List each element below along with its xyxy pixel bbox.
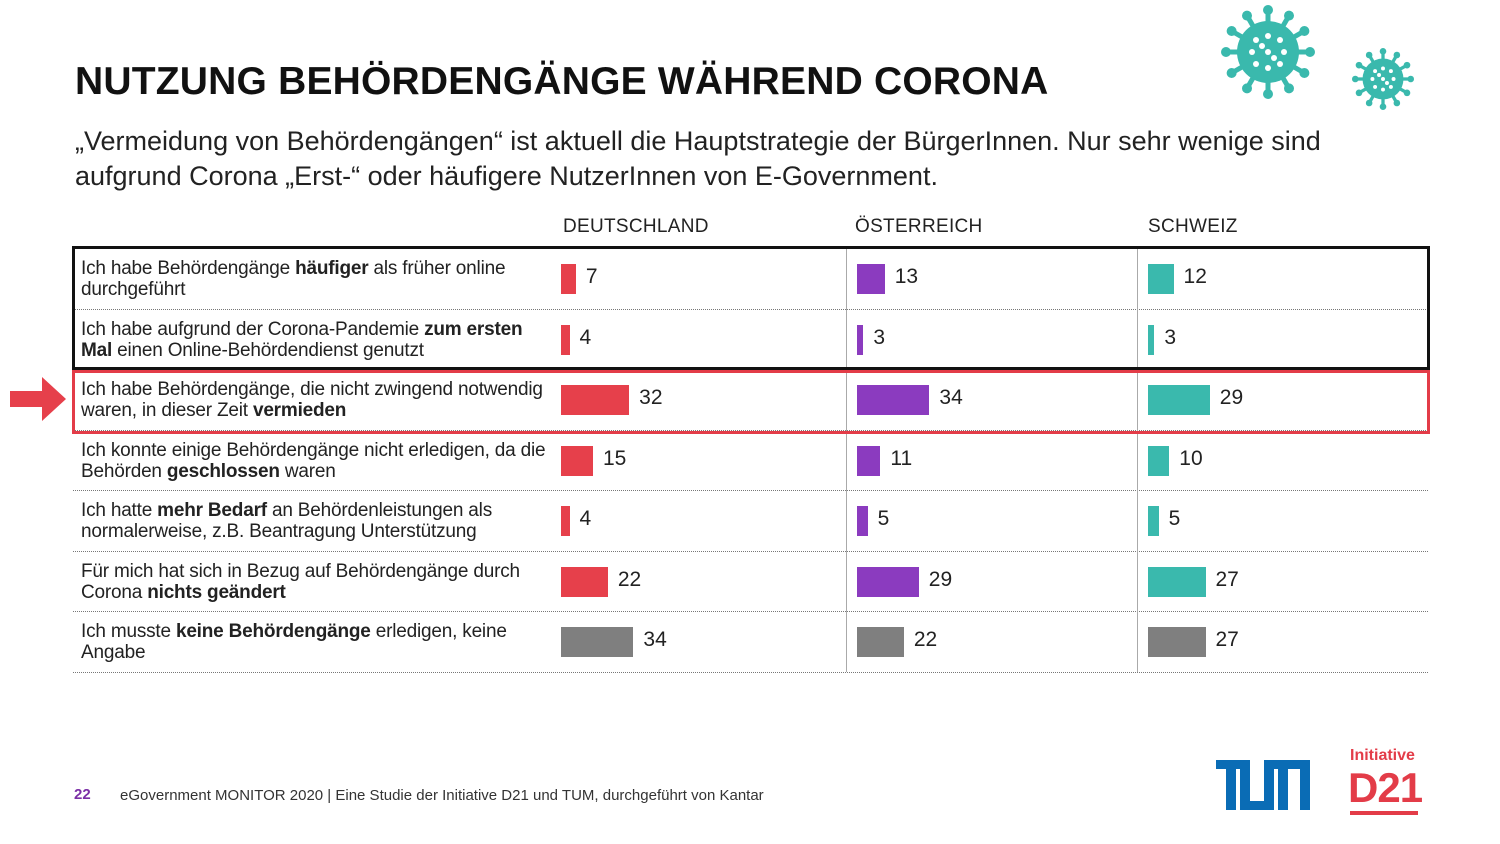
bar-oesterreich xyxy=(857,445,881,476)
value-label-schweiz: 5 xyxy=(1168,507,1181,530)
value-label-oesterreich: 22 xyxy=(913,628,938,651)
bar-oesterreich xyxy=(857,627,904,657)
column-header-schweiz: SCHWEIZ xyxy=(1148,216,1238,237)
table-row: Ich habe Behördengänge, die nicht zwinge… xyxy=(73,369,1428,430)
column-divider xyxy=(1137,248,1138,672)
column-divider xyxy=(846,248,847,672)
row-label-text: Ich habe aufgrund der Corona-Pandemie xyxy=(81,318,425,340)
value-label-schweiz: 3 xyxy=(1164,325,1177,349)
value-label-deutschland: 7 xyxy=(585,265,598,288)
bar-deutschland xyxy=(561,506,570,536)
table-row: Ich hatte mehr Bedarf an Behördenleistun… xyxy=(73,490,1428,551)
value-label-deutschland: 34 xyxy=(643,628,667,651)
bar-oesterreich xyxy=(857,566,919,597)
value-label-oesterreich: 5 xyxy=(877,507,890,530)
row-label-emphasis: vermieden xyxy=(252,400,347,421)
bar-schweiz xyxy=(1148,506,1159,536)
row-label-text: als früher online durchgeführt xyxy=(81,258,506,300)
row-label: Ich habe Behördengänge häufiger als früh… xyxy=(81,258,551,300)
row-label-emphasis: mehr Bedarf xyxy=(157,500,267,521)
row-label-text: an Behördenleistungen als normalerweise,… xyxy=(81,500,492,542)
row-label: Ich musste keine Behördengänge erledigen… xyxy=(81,621,551,663)
bar-oesterreich xyxy=(857,506,868,536)
d21-logo: D21 xyxy=(1348,764,1423,811)
row-label-text: Ich habe Behördengänge, die nicht zwinge… xyxy=(81,379,543,421)
row-label: Für mich hat sich in Bezug auf Behördeng… xyxy=(81,561,551,603)
value-label-schweiz: 27 xyxy=(1215,567,1239,591)
row-label-text: erledigen, keine Angabe xyxy=(81,621,507,663)
row-label-emphasis: zum ersten Mal xyxy=(81,318,523,361)
row-label: Ich hatte mehr Bedarf an Behördenleistun… xyxy=(81,500,551,542)
bar-schweiz xyxy=(1148,566,1206,597)
value-label-deutschland: 32 xyxy=(639,386,663,409)
row-label-text: waren xyxy=(279,460,336,482)
row-separator xyxy=(73,550,1428,552)
value-label-deutschland: 22 xyxy=(617,567,642,591)
page-title: NUTZUNG BEHÖRDENGÄNGE WÄHREND CORONA xyxy=(75,60,1049,103)
bar-deutschland xyxy=(561,264,576,294)
bar-schweiz xyxy=(1148,324,1155,355)
value-label-oesterreich: 3 xyxy=(873,325,886,349)
virus-icon xyxy=(1351,47,1415,111)
column-header-deutschland: DEUTSCHLAND xyxy=(563,216,709,237)
bar-deutschland xyxy=(561,324,570,355)
bar-schweiz xyxy=(1148,385,1210,415)
row-label-emphasis: häufiger xyxy=(295,258,369,279)
row-separator xyxy=(73,490,1428,491)
column-header-oesterreich: ÖSTERREICH xyxy=(855,216,983,237)
row-label-text: Ich habe Behördengänge xyxy=(81,258,296,279)
bar-deutschland xyxy=(561,566,608,597)
value-label-schweiz: 10 xyxy=(1179,446,1203,470)
bar-schweiz xyxy=(1148,627,1206,657)
row-label-emphasis: nichts geändert xyxy=(147,581,286,603)
page-number: 22 xyxy=(74,786,91,803)
value-label-deutschland: 4 xyxy=(579,507,592,530)
bar-deutschland xyxy=(561,627,634,657)
table-row: Ich konnte einige Behördengänge nicht er… xyxy=(73,430,1428,491)
row-separator xyxy=(73,671,1428,673)
table-row: Ich habe aufgrund der Corona-Pandemie zu… xyxy=(73,309,1428,370)
row-separator xyxy=(73,429,1428,431)
footer-source: eGovernment MONITOR 2020 | Eine Studie d… xyxy=(120,787,764,804)
row-label-text: Für mich hat sich in Bezug auf Behördeng… xyxy=(81,560,520,603)
row-separator xyxy=(73,611,1428,612)
row-label-emphasis: geschlossen xyxy=(166,460,280,482)
row-label-text: Ich hatte xyxy=(81,500,158,521)
row-label: Ich habe aufgrund der Corona-Pandemie zu… xyxy=(81,319,551,361)
value-label-oesterreich: 34 xyxy=(939,386,963,409)
row-label: Ich habe Behördengänge, die nicht zwinge… xyxy=(81,379,551,421)
value-label-oesterreich: 13 xyxy=(894,265,919,288)
table-row: Ich habe Behördengänge häufiger als früh… xyxy=(73,248,1428,309)
table-row: Ich musste keine Behördengänge erledigen… xyxy=(73,611,1428,672)
bar-deutschland xyxy=(561,445,593,476)
value-label-oesterreich: 11 xyxy=(890,446,913,470)
bar-oesterreich xyxy=(857,264,885,294)
row-label-text: Ich musste xyxy=(81,621,176,642)
row-label-text: einen Online-Behördendienst genutzt xyxy=(112,339,424,361)
row-separator xyxy=(73,308,1428,310)
bar-schweiz xyxy=(1148,264,1174,294)
bar-oesterreich xyxy=(857,324,864,355)
row-label-emphasis: keine Behördengänge xyxy=(175,621,371,642)
row-label: Ich konnte einige Behördengänge nicht er… xyxy=(81,440,551,482)
bar-schweiz xyxy=(1148,445,1170,476)
bar-deutschland xyxy=(561,385,630,415)
row-label-text: Ich konnte einige Behördengänge nicht er… xyxy=(81,439,546,482)
value-label-schweiz: 29 xyxy=(1219,386,1244,409)
tum-logo xyxy=(1216,760,1310,810)
bar-oesterreich xyxy=(857,385,930,415)
arrow-right-icon xyxy=(10,377,66,421)
d21-logo-initiative: Initiative xyxy=(1350,747,1415,764)
value-label-schweiz: 12 xyxy=(1183,265,1207,288)
value-label-deutschland: 4 xyxy=(579,325,592,349)
d21-logo-underline xyxy=(1350,811,1418,815)
value-label-deutschland: 15 xyxy=(602,446,627,470)
virus-icon xyxy=(1221,5,1315,99)
table-row: Für mich hat sich in Bezug auf Behördeng… xyxy=(73,551,1428,612)
page-subtitle: „Vermeidung von Behördengängen“ ist aktu… xyxy=(75,126,1321,191)
value-label-oesterreich: 29 xyxy=(928,567,953,591)
value-label-schweiz: 27 xyxy=(1215,628,1239,651)
